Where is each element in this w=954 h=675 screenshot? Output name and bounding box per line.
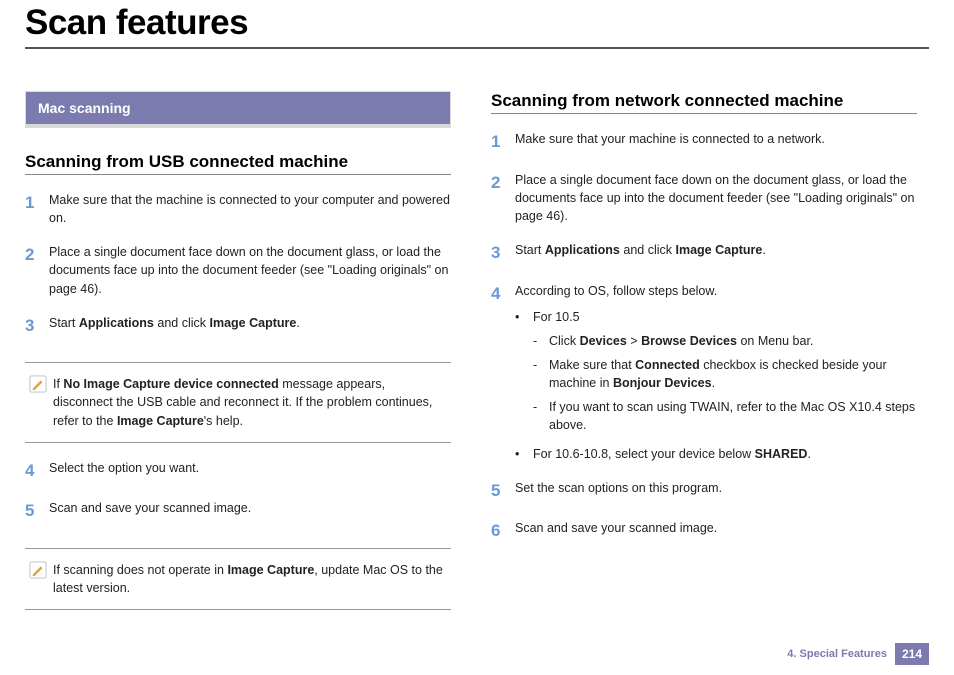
step-number: 5	[491, 479, 515, 504]
step-text: Scan and save your scanned image.	[515, 519, 917, 544]
step-number: 1	[491, 130, 515, 155]
heading-network-scan: Scanning from network connected machine	[491, 91, 917, 114]
dash-devices: - Click Devices > Browse Devices on Menu…	[515, 332, 917, 350]
step-number: 6	[491, 519, 515, 544]
note-update-os: If scanning does not operate in Image Ca…	[25, 548, 451, 610]
right-column: Scanning from network connected machine …	[491, 91, 917, 610]
step-5: 5 Scan and save your scanned image.	[25, 499, 451, 524]
step-text: Place a single document face down on the…	[49, 243, 451, 297]
dash-twain: - If you want to scan using TWAIN, refer…	[515, 398, 917, 434]
step-number: 5	[25, 499, 49, 524]
step-5: 5 Set the scan options on this program.	[491, 479, 917, 504]
step-number: 2	[25, 243, 49, 297]
note-no-device: If No Image Capture device connected mes…	[25, 362, 451, 442]
step-text: Start Applications and click Image Captu…	[49, 314, 451, 339]
step-text: Scan and save your scanned image.	[49, 499, 451, 524]
dash-connected: - Make sure that Connected checkbox is c…	[515, 356, 917, 392]
left-column: Mac scanning Scanning from USB connected…	[25, 91, 451, 610]
pencil-note-icon	[29, 375, 53, 429]
step-2: 2 Place a single document face down on t…	[491, 171, 917, 225]
step-number: 4	[491, 282, 515, 463]
step-text: Place a single document face down on the…	[515, 171, 917, 225]
step-2: 2 Place a single document face down on t…	[25, 243, 451, 297]
bullet-for-106: • For 10.6-10.8, select your device belo…	[515, 445, 917, 463]
page-number: 214	[895, 643, 929, 665]
heading-usb-scan: Scanning from USB connected machine	[25, 152, 451, 175]
bullet-for-105: •For 10.5	[515, 308, 917, 326]
step-text: Set the scan options on this program.	[515, 479, 917, 504]
note-text: If No Image Capture device connected mes…	[53, 375, 447, 429]
step-text: Make sure that your machine is connected…	[515, 130, 917, 155]
chapter-label: 4. Special Features	[787, 648, 887, 660]
page-title: Scan features	[25, 0, 929, 49]
step-number: 1	[25, 191, 49, 227]
step-3: 3 Start Applications and click Image Cap…	[491, 241, 917, 266]
step-number: 4	[25, 459, 49, 484]
step-text: According to OS, follow steps below. •Fo…	[515, 282, 917, 463]
step-3: 3 Start Applications and click Image Cap…	[25, 314, 451, 339]
step-6: 6 Scan and save your scanned image.	[491, 519, 917, 544]
step-1: 1 Make sure that your machine is connect…	[491, 130, 917, 155]
note-text: If scanning does not operate in Image Ca…	[53, 561, 447, 597]
step-4: 4 Select the option you want.	[25, 459, 451, 484]
section-bar-mac-scanning: Mac scanning	[25, 91, 451, 128]
pencil-note-icon	[29, 561, 53, 597]
step-text: Make sure that the machine is connected …	[49, 191, 451, 227]
step-1: 1 Make sure that the machine is connecte…	[25, 191, 451, 227]
step-4: 4 According to OS, follow steps below. •…	[491, 282, 917, 463]
step-text: Select the option you want.	[49, 459, 451, 484]
page-footer: 4. Special Features 214	[787, 643, 929, 665]
step-text: Start Applications and click Image Captu…	[515, 241, 917, 266]
step-number: 2	[491, 171, 515, 225]
step-number: 3	[25, 314, 49, 339]
step-number: 3	[491, 241, 515, 266]
